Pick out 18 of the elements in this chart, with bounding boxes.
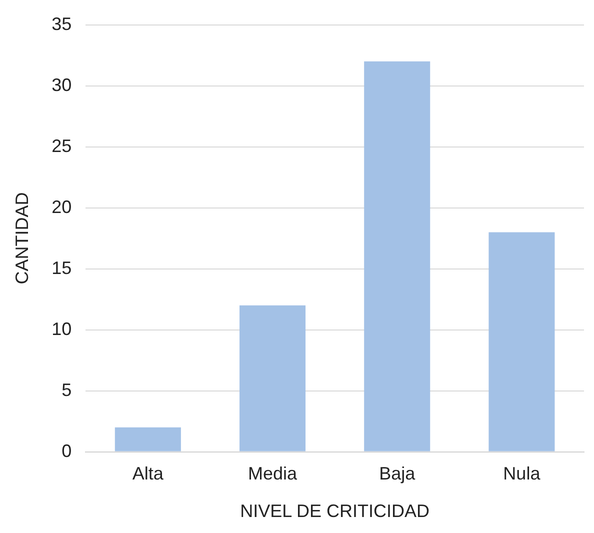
x-tick-label: Alta: [132, 464, 164, 484]
x-tick-label: Media: [248, 464, 298, 484]
bar: [488, 232, 555, 452]
y-tick-label: 25: [52, 136, 72, 156]
bar: [364, 61, 430, 452]
x-axis-title: NIVEL DE CRITICIDAD: [240, 501, 430, 522]
x-tick-label: Nula: [503, 464, 542, 484]
y-tick-label: 0: [62, 440, 72, 461]
y-tick-label: 30: [52, 74, 72, 95]
y-axis-title: CANTIDAD: [12, 192, 32, 284]
y-tick-label: 15: [52, 258, 72, 278]
y-tick-label: 5: [62, 380, 72, 400]
bar: [114, 427, 181, 452]
bar: [239, 305, 306, 452]
y-tick-label: 35: [52, 14, 72, 34]
y-tick-label: 10: [52, 318, 72, 339]
y-tick-label: 20: [52, 196, 72, 217]
x-tick-label: Baja: [379, 464, 416, 484]
